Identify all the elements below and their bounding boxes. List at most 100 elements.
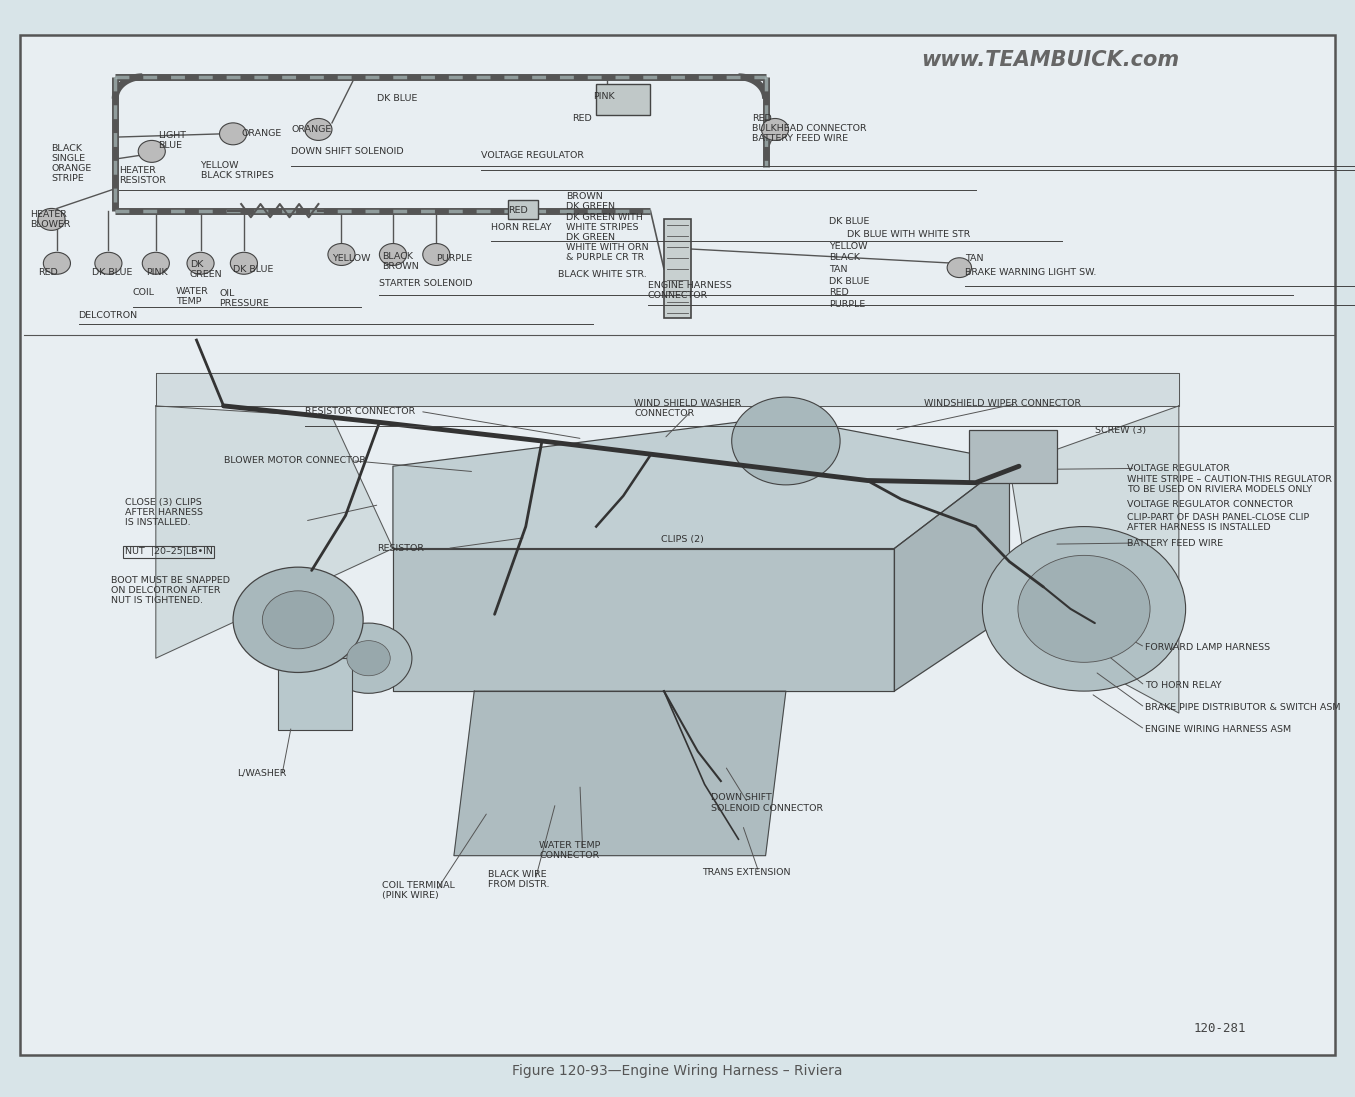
Text: CLIP-PART OF DASH PANEL-CLOSE CLIP
AFTER HARNESS IS INSTALLED: CLIP-PART OF DASH PANEL-CLOSE CLIP AFTER… bbox=[1127, 512, 1310, 532]
Bar bbox=[508, 200, 538, 219]
Text: DK BLUE: DK BLUE bbox=[829, 217, 870, 226]
Polygon shape bbox=[156, 406, 393, 658]
Text: WINDSHIELD WIPER CONNECTOR: WINDSHIELD WIPER CONNECTOR bbox=[924, 399, 1081, 408]
Text: VOLTAGE REGULATOR CONNECTOR: VOLTAGE REGULATOR CONNECTOR bbox=[1127, 500, 1294, 509]
Text: 120-281: 120-281 bbox=[1194, 1022, 1245, 1036]
Circle shape bbox=[43, 252, 70, 274]
Circle shape bbox=[1018, 555, 1150, 663]
Text: WIND SHIELD WASHER
CONNECTOR: WIND SHIELD WASHER CONNECTOR bbox=[634, 398, 741, 418]
Text: RED: RED bbox=[752, 114, 772, 123]
Text: DK BLUE: DK BLUE bbox=[377, 94, 417, 103]
Text: BLACK
SINGLE
ORANGE
STRIPE: BLACK SINGLE ORANGE STRIPE bbox=[51, 144, 92, 183]
Polygon shape bbox=[393, 417, 1009, 548]
Text: BATTERY FEED WIRE: BATTERY FEED WIRE bbox=[1127, 539, 1224, 547]
Bar bbox=[278, 658, 352, 730]
Text: BLACK WIRE
FROM DISTR.: BLACK WIRE FROM DISTR. bbox=[488, 870, 549, 890]
Text: BLACK WHITE STR.: BLACK WHITE STR. bbox=[558, 270, 646, 279]
Circle shape bbox=[305, 118, 332, 140]
Bar bbox=[969, 430, 1057, 483]
Text: SCREW (3): SCREW (3) bbox=[1095, 426, 1146, 434]
Text: YELLOW: YELLOW bbox=[829, 242, 867, 251]
Circle shape bbox=[347, 641, 390, 676]
Bar bbox=[664, 219, 691, 318]
Text: YELLOW
BLACK STRIPES: YELLOW BLACK STRIPES bbox=[201, 160, 274, 180]
Polygon shape bbox=[454, 691, 786, 856]
Text: COIL: COIL bbox=[133, 289, 154, 297]
Text: DK BLUE: DK BLUE bbox=[92, 268, 133, 276]
Text: VOLTAGE REGULATOR: VOLTAGE REGULATOR bbox=[1127, 464, 1230, 473]
Polygon shape bbox=[393, 548, 894, 691]
Text: VOLTAGE REGULATOR: VOLTAGE REGULATOR bbox=[481, 151, 584, 160]
Text: COIL TERMINAL
(PINK WIRE): COIL TERMINAL (PINK WIRE) bbox=[382, 881, 455, 901]
Text: BLOWER MOTOR CONNECTOR: BLOWER MOTOR CONNECTOR bbox=[224, 456, 366, 465]
Text: HEATER
RESISTOR: HEATER RESISTOR bbox=[119, 166, 167, 185]
Text: DOWN SHIFT SOLENOID: DOWN SHIFT SOLENOID bbox=[291, 147, 404, 156]
Circle shape bbox=[263, 591, 333, 648]
Text: FORWARD LAMP HARNESS: FORWARD LAMP HARNESS bbox=[1145, 643, 1270, 652]
Text: DK BLUE: DK BLUE bbox=[233, 265, 274, 274]
Text: HORN RELAY: HORN RELAY bbox=[491, 223, 551, 231]
Text: DK BLUE: DK BLUE bbox=[829, 278, 870, 286]
Circle shape bbox=[233, 567, 363, 672]
Circle shape bbox=[325, 623, 412, 693]
Text: L/WASHER: L/WASHER bbox=[237, 769, 286, 778]
Text: ORANGE: ORANGE bbox=[241, 129, 282, 138]
Text: TAN: TAN bbox=[829, 265, 848, 274]
Polygon shape bbox=[1009, 406, 1179, 713]
Text: DELCOTRON: DELCOTRON bbox=[79, 312, 138, 320]
Text: Figure 120-93—Engine Wiring Harness – Riviera: Figure 120-93—Engine Wiring Harness – Ri… bbox=[512, 1064, 843, 1077]
Text: TO HORN RELAY: TO HORN RELAY bbox=[1145, 681, 1222, 690]
Circle shape bbox=[982, 527, 1186, 691]
Text: PINK: PINK bbox=[146, 268, 168, 276]
Circle shape bbox=[138, 140, 165, 162]
Text: DOWN SHIFT
SOLENOID CONNECTOR: DOWN SHIFT SOLENOID CONNECTOR bbox=[711, 793, 824, 813]
Circle shape bbox=[328, 244, 355, 265]
Text: CLIPS (2): CLIPS (2) bbox=[661, 535, 705, 544]
Circle shape bbox=[947, 258, 972, 278]
Circle shape bbox=[142, 252, 169, 274]
Circle shape bbox=[732, 397, 840, 485]
Text: BROWN
DK GREEN
DK GREEN WITH
WHITE STRIPES
DK GREEN
WHITE WITH ORN
& PURPLE CR T: BROWN DK GREEN DK GREEN WITH WHITE STRIP… bbox=[566, 192, 649, 262]
Text: ENGINE HARNESS
CONNECTOR: ENGINE HARNESS CONNECTOR bbox=[648, 281, 732, 301]
Text: LIGHT
BLUE: LIGHT BLUE bbox=[159, 131, 187, 150]
Text: RESISTOR: RESISTOR bbox=[377, 544, 424, 553]
Text: HEATER
BLOWER: HEATER BLOWER bbox=[30, 210, 70, 229]
Circle shape bbox=[187, 252, 214, 274]
Circle shape bbox=[379, 244, 406, 265]
Text: CLOSE (3) CLIPS
AFTER HARNESS
IS INSTALLED.: CLOSE (3) CLIPS AFTER HARNESS IS INSTALL… bbox=[125, 498, 203, 527]
Text: BOOT MUST BE SNAPPED
ON DELCOTRON AFTER
NUT IS TIGHTENED.: BOOT MUST BE SNAPPED ON DELCOTRON AFTER … bbox=[111, 576, 230, 604]
Text: STARTER SOLENOID: STARTER SOLENOID bbox=[379, 279, 473, 287]
Text: DK
GREEN: DK GREEN bbox=[190, 260, 222, 280]
Text: PINK: PINK bbox=[593, 92, 615, 101]
Text: BULKHEAD CONNECTOR
BATTERY FEED WIRE: BULKHEAD CONNECTOR BATTERY FEED WIRE bbox=[752, 124, 867, 144]
Text: RESISTOR CONNECTOR: RESISTOR CONNECTOR bbox=[305, 407, 415, 416]
Circle shape bbox=[423, 244, 450, 265]
Text: RED: RED bbox=[572, 114, 592, 123]
Text: DK BLUE WITH WHITE STR: DK BLUE WITH WHITE STR bbox=[847, 230, 970, 239]
Text: PURPLE: PURPLE bbox=[829, 301, 866, 309]
Text: www.TEAMBUICK.com: www.TEAMBUICK.com bbox=[921, 50, 1179, 70]
Text: RED: RED bbox=[829, 289, 850, 297]
Text: WATER
TEMP: WATER TEMP bbox=[176, 286, 209, 306]
Text: YELLOW: YELLOW bbox=[332, 255, 370, 263]
Circle shape bbox=[95, 252, 122, 274]
Circle shape bbox=[762, 118, 789, 140]
Circle shape bbox=[230, 252, 257, 274]
Text: OIL
PRESSURE: OIL PRESSURE bbox=[220, 289, 270, 308]
Circle shape bbox=[38, 208, 65, 230]
Text: BRAKE PIPE DISTRIBUTOR & SWITCH ASM: BRAKE PIPE DISTRIBUTOR & SWITCH ASM bbox=[1145, 703, 1340, 712]
Polygon shape bbox=[156, 373, 1179, 406]
Text: BLACK: BLACK bbox=[829, 253, 860, 262]
Text: TRANS EXTENSION: TRANS EXTENSION bbox=[702, 868, 790, 877]
Text: BRAKE WARNING LIGHT SW.: BRAKE WARNING LIGHT SW. bbox=[965, 268, 1096, 276]
Text: WATER TEMP
CONNECTOR: WATER TEMP CONNECTOR bbox=[539, 840, 600, 860]
Text: ORANGE: ORANGE bbox=[291, 125, 332, 134]
Polygon shape bbox=[894, 461, 1009, 691]
Text: RED: RED bbox=[508, 206, 528, 215]
Text: TAN: TAN bbox=[965, 255, 984, 263]
Text: WHITE STRIPE – CAUTION-THIS REGULATOR
TO BE USED ON RIVIERA MODELS ONLY: WHITE STRIPE – CAUTION-THIS REGULATOR TO… bbox=[1127, 475, 1332, 495]
Text: ENGINE WIRING HARNESS ASM: ENGINE WIRING HARNESS ASM bbox=[1145, 725, 1291, 734]
Circle shape bbox=[220, 123, 247, 145]
Text: PURPLE: PURPLE bbox=[436, 255, 473, 263]
Text: RED: RED bbox=[38, 268, 58, 276]
